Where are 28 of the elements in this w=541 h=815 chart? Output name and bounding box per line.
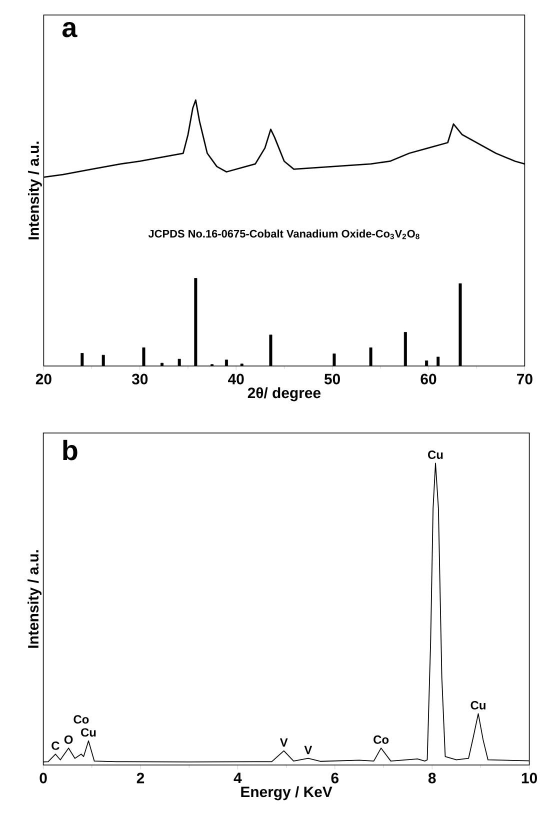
annotation: Co [374, 735, 389, 744]
x-tick-label: 0 [40, 772, 47, 784]
x-tick-label: 30 [132, 374, 148, 384]
annotation: Co [74, 715, 89, 724]
x-tick-label: 50 [324, 374, 340, 384]
annotation: V [280, 738, 288, 747]
x-axis-title: Energy / KeV [241, 786, 332, 800]
annotation: Cu [81, 728, 96, 737]
x-tick-label: 10 [522, 772, 537, 784]
annotation: Cu [428, 450, 443, 459]
chart-title: a [62, 22, 78, 38]
text: JCPDS No.16-0675-Cobalt Vanadium Oxide-Co$_{3}$V$_{2}$O$_{8}$ [148, 230, 420, 240]
y-axis-title: Intensity / a.u. [28, 142, 42, 240]
x-tick-label: 2 [136, 772, 144, 784]
x-axis-title: 2θ/ degree [248, 387, 321, 402]
x-tick-label: 70 [517, 374, 532, 384]
annotation: V [304, 746, 312, 754]
annotation: O [64, 735, 73, 744]
annotation: C [52, 741, 60, 750]
x-tick-label: 6 [331, 772, 339, 784]
x-tick-label: 60 [420, 374, 436, 384]
x-tick-label: 40 [228, 374, 244, 384]
annotation: Cu [470, 701, 486, 710]
x-tick-label: 20 [36, 374, 52, 384]
chart-title: b [63, 440, 78, 460]
x-tick-label: 4 [234, 772, 242, 784]
x-tick-label: 8 [428, 772, 436, 784]
y-axis-title: Intensity / a.u. [28, 550, 42, 648]
